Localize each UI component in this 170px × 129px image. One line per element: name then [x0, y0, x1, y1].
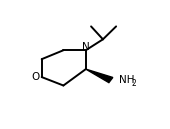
Polygon shape: [86, 69, 113, 83]
Text: O: O: [31, 72, 39, 82]
Text: NH: NH: [119, 75, 135, 85]
Text: 2: 2: [132, 79, 137, 88]
Text: N: N: [82, 42, 90, 52]
